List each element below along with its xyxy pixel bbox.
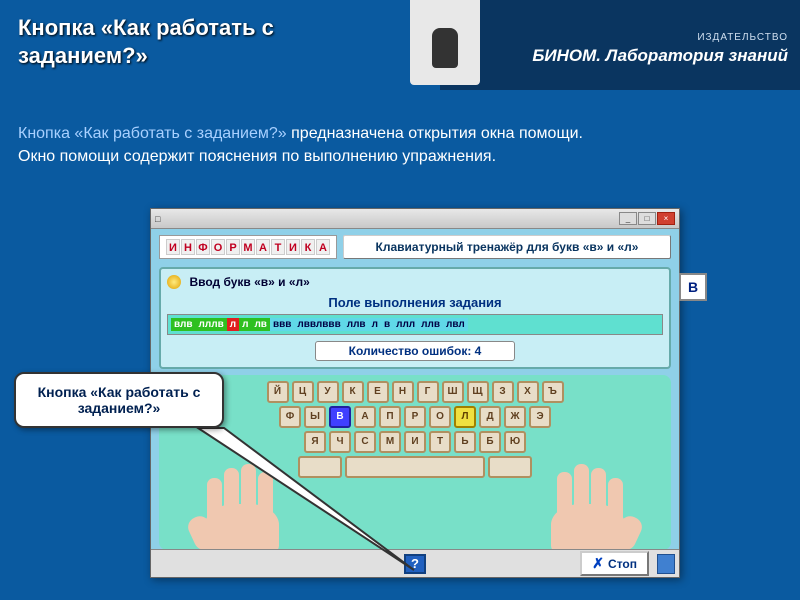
sequence-segment: лв [251,318,270,331]
title-letter: К [301,239,315,255]
key-Г[interactable]: Г [417,381,439,403]
minimize-button[interactable]: _ [619,212,637,225]
header-strip [440,0,800,90]
title-letter: А [256,239,270,255]
app-subtitle: Клавиатурный тренажёр для букв «в» и «л» [343,235,671,259]
key-Э[interactable]: Э [529,406,551,428]
sequence-segment: ллв [418,318,443,331]
sequence-segment: л [369,318,381,331]
key-Х[interactable]: Х [517,381,539,403]
close-icon: ✗ [592,555,604,571]
sequence-segment: ллл [393,318,418,331]
key-Ы[interactable]: Ы [304,406,326,428]
field-label: Поле выполнения задания [167,295,663,310]
title-letter: Т [271,239,285,255]
key-А[interactable]: А [354,406,376,428]
publisher-small: ИЗДАТЕЛЬСТВО [697,32,788,43]
key-Й[interactable]: Й [267,381,289,403]
title-letter: И [286,239,300,255]
key-П[interactable]: П [379,406,401,428]
title-letter: М [241,239,255,255]
key-О[interactable]: О [429,406,451,428]
keyboard-row-1: ЙЦУКЕНГШЩЗХЪ [207,381,623,403]
title-word: ИНФОРМАТИКА [159,235,337,259]
sequence-segment: л [227,318,239,331]
sequence-segment: лвл [443,318,468,331]
key-Р[interactable]: Р [404,406,426,428]
lightbulb-icon [167,275,181,289]
callout-bubble: Кнопка «Как работать с заданием?» [14,372,224,428]
title-letter: Р [226,239,240,255]
sequence-segment: ллв [344,318,369,331]
key-Ю[interactable]: Ю [504,431,526,453]
key-Щ[interactable]: Щ [467,381,489,403]
task-title: Ввод букв «в» и «л» [189,275,309,289]
titlebar: □ _ □ × [151,209,679,229]
title-letter: Ф [196,239,210,255]
task-panel: Ввод букв «в» и «л» Поле выполнения зада… [159,267,671,369]
stop-label: Стоп [608,557,637,571]
sequence-segment: лввлввв [294,318,343,331]
sequence-strip: влвлллвлллввввлввлвввллвлвлллллвлвл [167,314,663,335]
key-З[interactable]: З [492,381,514,403]
close-button[interactable]: × [657,212,675,225]
sequence-segment: в [381,318,393,331]
stop-button[interactable]: ✗ Стоп [580,551,649,576]
key-Ъ[interactable]: Ъ [542,381,564,403]
description-highlight: Кнопка «Как работать с заданием?» [18,125,291,142]
key-Ь[interactable]: Ь [454,431,476,453]
mistakes-counter: Количество ошибок: 4 [315,341,515,361]
page-title: Кнопка «Как работать с заданием?» [18,14,318,69]
description: Кнопка «Как работать с заданием?» предна… [18,122,758,168]
task-row: Ввод букв «в» и «л» [167,273,663,291]
publisher-main: БИНОМ. Лаборатория знаний [532,46,788,66]
header-thumbnail [410,0,480,85]
title-letter: Н [181,239,195,255]
key-Ф[interactable]: Ф [279,406,301,428]
key-Д[interactable]: Д [479,406,501,428]
window-icon: □ [155,214,160,224]
key-Ц[interactable]: Ц [292,381,314,403]
sequence-segment: л [239,318,251,331]
sequence-segment: влв [171,318,196,331]
maximize-button[interactable]: □ [638,212,656,225]
key-Ш[interactable]: Ш [442,381,464,403]
keyboard-row-2: ФЫВАПРОЛДЖЭ [207,406,623,428]
key-Е[interactable]: Е [367,381,389,403]
title-letter: А [316,239,330,255]
current-letter-box: В [679,273,707,301]
right-hand-graphic [533,461,643,556]
description-text-1: предназначена открытия окна помощи. [291,125,583,142]
key-Т[interactable]: Т [429,431,451,453]
key-space-right[interactable] [488,456,532,478]
key-Л[interactable]: Л [454,406,476,428]
sequence-segment: лллв [196,318,227,331]
key-В[interactable]: В [329,406,351,428]
description-text-2: Окно помощи содержит пояснения по выполн… [18,148,496,165]
key-Ж[interactable]: Ж [504,406,526,428]
key-У[interactable]: У [317,381,339,403]
thinker-silhouette [432,28,458,68]
title-letter: И [166,239,180,255]
key-К[interactable]: К [342,381,364,403]
key-Н[interactable]: Н [392,381,414,403]
key-Б[interactable]: Б [479,431,501,453]
sequence-segment: ввв [270,318,294,331]
title-letter: О [211,239,225,255]
pager-button[interactable] [657,554,675,574]
